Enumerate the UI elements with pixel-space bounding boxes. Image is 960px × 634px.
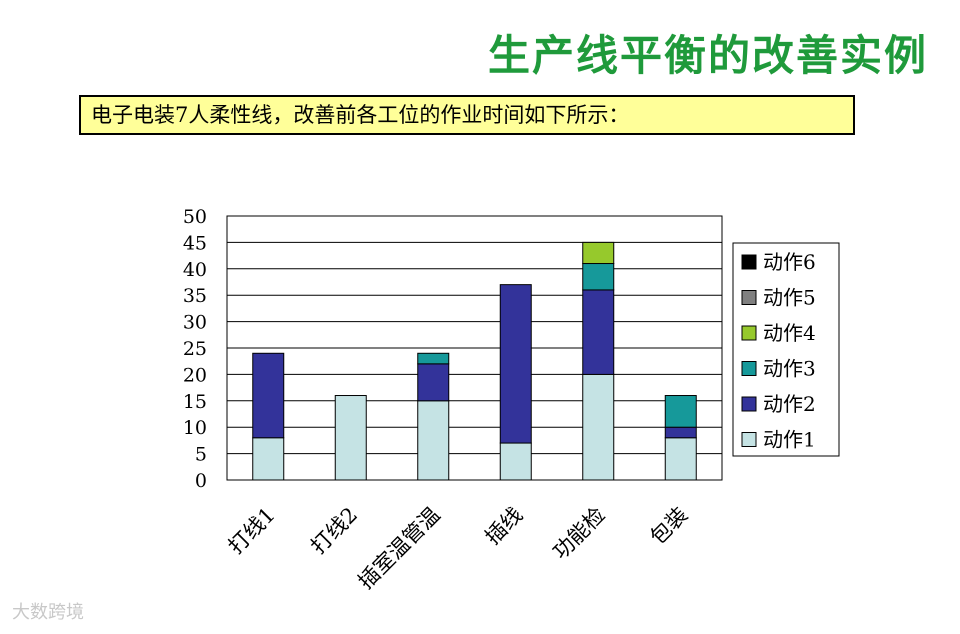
bar-segment	[664, 437, 697, 481]
bar-segment	[417, 352, 450, 365]
legend-swatch	[741, 432, 757, 447]
legend-label: 动作5	[763, 286, 816, 310]
legend-label: 动作1	[763, 428, 816, 452]
page-title: 生产线平衡的改善实例	[487, 31, 928, 80]
x-tick-label: 打线1	[224, 503, 280, 559]
legend-label: 动作6	[763, 250, 816, 274]
bar-segment	[582, 289, 615, 375]
y-tick-label: 10	[183, 417, 207, 439]
legend-swatch	[741, 254, 757, 270]
bars	[252, 241, 697, 481]
bar-segment	[664, 395, 697, 428]
y-tick-labels: 0 5 10 15 20 25 30 35 40 45 50	[183, 206, 207, 492]
bar-segment	[252, 352, 285, 439]
bar-segment	[582, 263, 615, 291]
y-tick-label: 40	[183, 259, 207, 281]
subtitle-box: 电子电装7人柔性线，改善前各工位的作业时间如下所示：	[79, 95, 855, 135]
subtitle-text: 电子电装7人柔性线，改善前各工位的作业时间如下所示：	[91, 103, 630, 127]
legend-label: 动作2	[763, 392, 816, 416]
legend-swatch	[741, 361, 757, 376]
x-tick-label: 功能检	[548, 503, 610, 565]
x-tick-label: 插线	[481, 503, 528, 550]
y-tick-label: 35	[183, 285, 207, 307]
legend-label: 动作4	[763, 321, 816, 345]
legend: 动作6 动作5 动作4 动作3 动作2 动作1	[732, 242, 840, 457]
y-tick-label: 20	[183, 364, 207, 386]
bar-segment	[582, 241, 615, 265]
bar-segment	[417, 363, 450, 402]
x-tick-label: 插室温管温	[354, 503, 445, 594]
plot-frame	[226, 215, 723, 481]
y-tick-label: 50	[183, 206, 207, 228]
bar-segment	[499, 442, 532, 481]
bar-segment	[664, 426, 697, 439]
axes	[226, 215, 723, 481]
bar-segment	[417, 400, 450, 481]
x-tick-label: 包装	[646, 503, 693, 550]
bar-segment	[252, 437, 285, 481]
legend-swatch	[741, 396, 757, 412]
y-tick-label: 30	[183, 312, 207, 334]
y-tick-label: 0	[195, 470, 207, 492]
y-tick-label: 45	[183, 232, 207, 254]
legend-swatch	[741, 290, 757, 305]
bar-segment	[582, 373, 615, 481]
bar-segment	[334, 395, 367, 481]
y-tick-label: 15	[183, 391, 207, 413]
watermark-text: 大数跨境	[12, 602, 84, 623]
grid-lines	[227, 215, 722, 481]
legend-box	[732, 242, 840, 457]
legend-label: 动作3	[763, 357, 816, 381]
y-tick-label: 5	[195, 444, 207, 466]
bar-segment	[499, 284, 532, 444]
y-tick-label: 25	[183, 338, 207, 360]
x-tick-label: 打线2	[306, 503, 362, 559]
legend-swatch	[741, 325, 757, 341]
